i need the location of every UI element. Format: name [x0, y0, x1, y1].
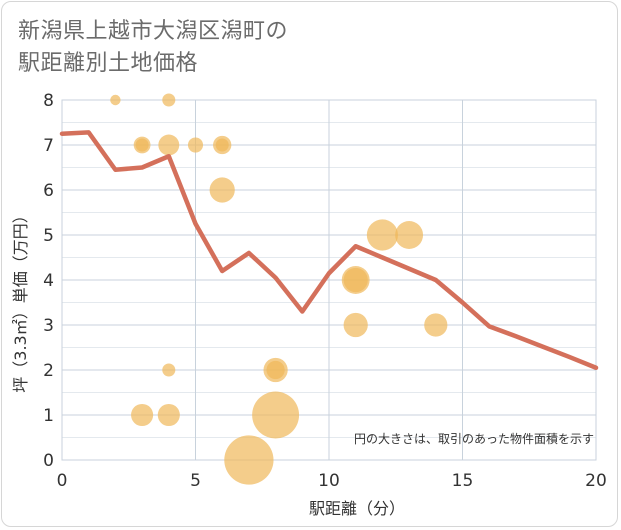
y-axis-label: 坪（3.3㎡）単価（万円） [11, 207, 30, 392]
bubble [424, 313, 448, 337]
bubble [366, 219, 398, 251]
x-tick-label: 15 [452, 471, 474, 491]
bubble [158, 134, 180, 156]
average-price-line [59, 130, 599, 370]
bubbles [110, 93, 448, 485]
x-tick-label: 10 [318, 471, 340, 491]
y-tick-label: 6 [43, 181, 54, 201]
x-tick-label: 5 [190, 471, 201, 491]
chart-title-line-1: 新潟県上越市大潟区潟町の [18, 19, 289, 44]
bubble [110, 94, 121, 106]
y-tick-label: 4 [43, 271, 54, 291]
bubble-size-note: 円の大きさは、取引のあった物件面積を示す [354, 431, 594, 446]
y-tick-label: 2 [43, 361, 54, 381]
bubble [157, 403, 180, 427]
chart-title-line-2: 駅距離別土地価格 [18, 51, 199, 76]
x-tick-label: 20 [585, 471, 607, 491]
y-tick-label: 3 [43, 316, 54, 336]
axis-ticks: 0 1 2 3 4 5 6 7 8 0 5 10 15 20 [43, 91, 607, 491]
x-tick-label: 0 [57, 471, 68, 491]
y-tick-label: 5 [43, 226, 54, 246]
bubble [162, 93, 176, 107]
y-tick-label: 0 [43, 451, 54, 471]
bubble [209, 177, 235, 203]
y-tick-label: 8 [43, 91, 54, 111]
bubble [343, 312, 368, 338]
bubble [395, 221, 424, 249]
x-axis-label: 駅距離（分） [309, 499, 405, 518]
bubble [133, 136, 151, 154]
average-price-polyline [59, 130, 599, 370]
bubble [162, 363, 176, 377]
bubble [263, 357, 288, 383]
chart-title: 新潟県上越市大潟区潟町の 駅距離別土地価格 [18, 16, 288, 80]
grid-lines [61, 99, 597, 461]
bubble [131, 403, 154, 427]
y-tick-label: 7 [43, 136, 54, 156]
bubble [224, 435, 274, 485]
bubble [187, 137, 204, 153]
bubble [252, 391, 300, 439]
bubble [213, 135, 232, 155]
y-tick-label: 1 [43, 406, 54, 426]
bubble [341, 266, 370, 294]
